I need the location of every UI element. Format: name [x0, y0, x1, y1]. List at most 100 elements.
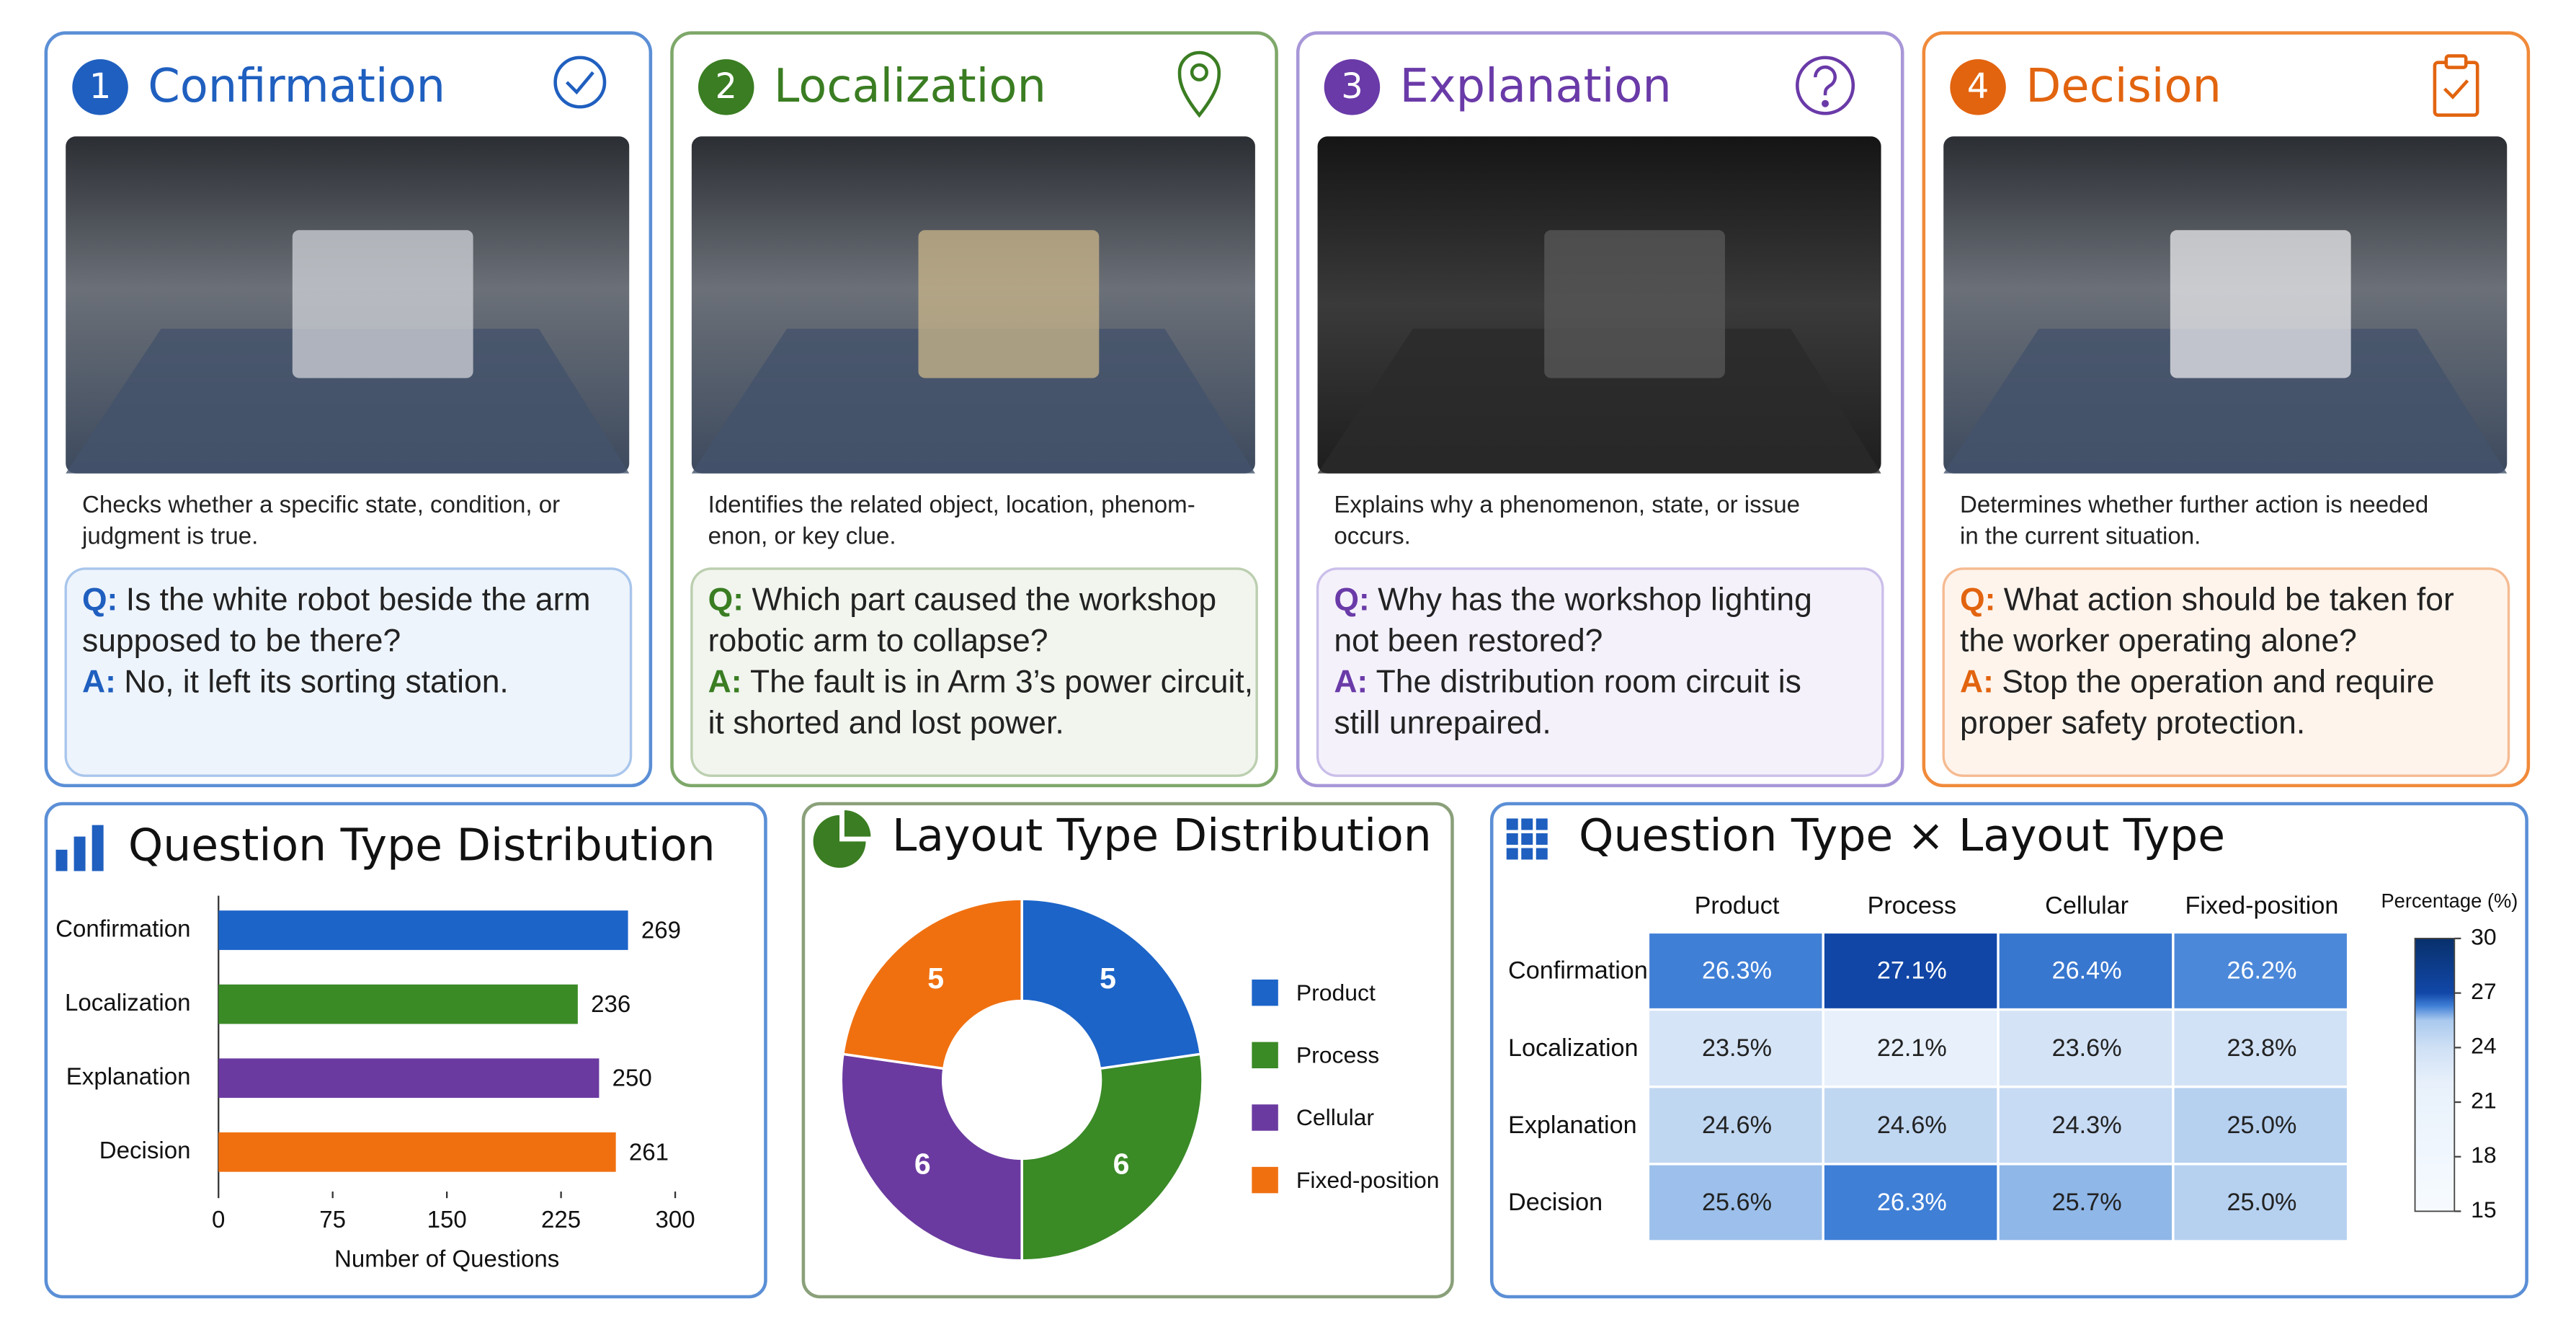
- grid-icon: [1506, 818, 1548, 860]
- y-tick-label: Explanation: [66, 1063, 191, 1090]
- card-badge: [1324, 59, 1381, 115]
- row-label: Confirmation: [1508, 957, 1648, 985]
- cell-label: 25.7%: [2052, 1189, 2122, 1216]
- row-label: Decision: [1508, 1189, 1603, 1216]
- qa-line: A: No, it left its sorting station.: [82, 664, 509, 699]
- colorbar: [2414, 938, 2456, 1212]
- photo-equipment: [1544, 230, 1725, 378]
- cell-label: 25.0%: [2227, 1112, 2296, 1139]
- x-tick-label: 75: [319, 1207, 346, 1233]
- qa-line: Q: Is the white robot beside the arm: [82, 582, 590, 617]
- qa-line: Q: Why has the workshop lighting: [1334, 582, 1811, 617]
- pin-icon: [1177, 50, 1221, 118]
- card-description: Determines whether further action is nee…: [1960, 492, 2428, 518]
- cell-label: 24.6%: [1702, 1112, 1772, 1139]
- x-tick-label: 225: [541, 1207, 581, 1233]
- qa-line: A: Stop the operation and require: [1960, 664, 2435, 699]
- qa-line: A: The fault is in Arm 3’s power circuit,: [708, 664, 1253, 699]
- photo-floor: [1943, 329, 2508, 474]
- card-number: 2: [716, 67, 737, 107]
- qa-box: [1316, 567, 1884, 777]
- card-badge: [698, 59, 754, 115]
- y-tick-label: Confirmation: [55, 915, 190, 942]
- pie-icon: [813, 815, 866, 868]
- card-description: occurs.: [1334, 523, 1411, 549]
- heatmap-cell: [2174, 1011, 2347, 1086]
- cell-label: 22.1%: [1877, 1034, 1947, 1062]
- heatmap-cell: [2174, 1165, 2347, 1241]
- qa-text: The fault is in Arm 3’s power circuit,: [750, 664, 1253, 699]
- question-icon: [1796, 56, 1855, 115]
- heatmap-cell: [1649, 1011, 1822, 1086]
- bar-icon: [92, 825, 104, 871]
- qa-box: [690, 567, 1258, 777]
- qa-label: Q:: [1334, 582, 1369, 617]
- qa-box: [1942, 567, 2510, 777]
- colorbar-tick-label: 21: [2471, 1087, 2497, 1113]
- qa-line: proper safety protection.: [1960, 705, 2305, 740]
- qa-text: No, it left its sorting station.: [124, 664, 508, 699]
- slice-label: 6: [914, 1147, 931, 1180]
- chart-title: Question Type Distribution: [128, 820, 716, 871]
- check-icon: [565, 71, 594, 95]
- card-title: Explanation: [1400, 60, 1672, 113]
- column-label: Fixed-position: [2185, 892, 2339, 920]
- cell-label: 25.6%: [1702, 1189, 1772, 1216]
- photo-floor: [691, 329, 1255, 474]
- heatmap-cell: [1999, 1011, 2172, 1086]
- heatmap-cell: [1649, 933, 1822, 1008]
- pin-icon: [1190, 63, 1208, 81]
- qa-text: robotic arm to collapse?: [708, 623, 1048, 658]
- qa-text: supposed to be there?: [82, 623, 401, 658]
- qa-label: A:: [1960, 664, 1994, 699]
- bar-icon: [55, 849, 68, 871]
- qa-line: Q: What action should be taken for: [1960, 582, 2454, 617]
- heatmap-cell: [1824, 1088, 1997, 1163]
- cell-label: 26.4%: [2052, 957, 2122, 985]
- qa-label: Q:: [82, 582, 117, 617]
- card-number: 4: [1967, 67, 1989, 107]
- bar-icon: [73, 836, 86, 871]
- heatmap-cell: [1824, 933, 1997, 1008]
- colorbar-tick-label: 18: [2471, 1142, 2497, 1168]
- cell-label: 23.8%: [2227, 1034, 2296, 1062]
- bar: [218, 1132, 616, 1172]
- card-description: in the current situation.: [1960, 523, 2201, 549]
- card-title: Localization: [774, 60, 1046, 113]
- legend-label: Fixed-position: [1296, 1167, 1440, 1193]
- colorbar-tick-label: 30: [2471, 923, 2497, 949]
- card-number: 3: [1341, 67, 1363, 107]
- colorbar-tick-label: 15: [2471, 1197, 2497, 1223]
- qa-text: the worker operating alone?: [1960, 623, 2357, 658]
- legend-swatch: [1252, 1042, 1278, 1069]
- qa-label: Q:: [1960, 582, 1995, 617]
- x-tick-label: 0: [212, 1207, 225, 1233]
- photo-equipment: [292, 230, 473, 378]
- qa-text: it shorted and lost power.: [708, 705, 1064, 740]
- card-number: 1: [89, 67, 111, 107]
- heatmap-cell: [1999, 933, 2172, 1008]
- legend-label: Product: [1296, 980, 1376, 1006]
- heatmap-cell: [1999, 1088, 2172, 1163]
- heatmap-cell: [1824, 1011, 1997, 1086]
- card-description: Explains why a phenomenon, state, or iss…: [1334, 492, 1800, 518]
- clipboard-icon: [2443, 79, 2469, 99]
- column-label: Process: [1868, 892, 1957, 920]
- y-tick-label: Decision: [99, 1137, 191, 1164]
- heatmap-cell: [1824, 1165, 1997, 1241]
- card-badge: [1950, 59, 2006, 115]
- bar: [218, 1058, 600, 1099]
- photo-floor: [1317, 329, 1881, 474]
- qa-line: Q: Which part caused the workshop: [708, 582, 1216, 617]
- legend-label: Process: [1296, 1042, 1379, 1068]
- photo-equipment: [918, 230, 1100, 378]
- icons: [55, 50, 2479, 871]
- pie-slice: [841, 897, 1023, 1070]
- bar-label: 261: [629, 1139, 669, 1166]
- qa-label: A:: [1334, 664, 1368, 699]
- heatmap-cell: [2174, 933, 2347, 1008]
- y-tick-label: Localization: [65, 990, 191, 1016]
- x-axis-label: Number of Questions: [334, 1246, 559, 1273]
- card-badge: [72, 59, 128, 115]
